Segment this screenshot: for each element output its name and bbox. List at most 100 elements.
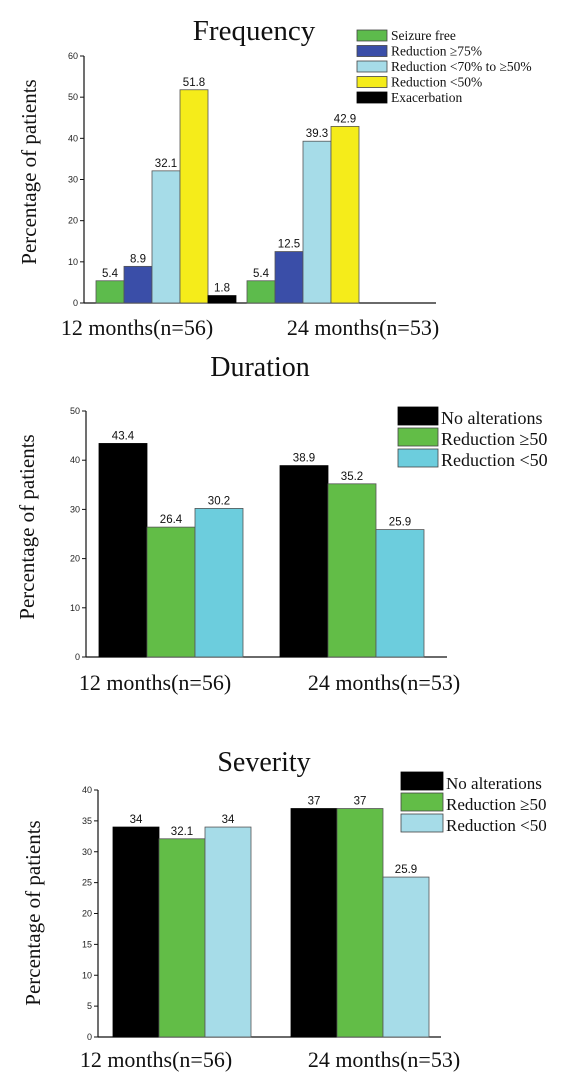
bar-1-1 (336, 808, 384, 1038)
y-tick-label: 10 (68, 257, 78, 267)
y-tick-label: 30 (70, 504, 80, 514)
data-label: 37 (308, 796, 321, 808)
bar-1-2 (375, 529, 425, 658)
category-label: 24 months(n=53) (308, 670, 460, 695)
legend-entry: Reduction <50 (441, 450, 548, 470)
bar-1-0 (279, 465, 329, 658)
bar-1-3 (330, 125, 360, 304)
data-label: 43.4 (112, 430, 135, 442)
bar-1-0 (290, 808, 338, 1038)
bar-1-2 (382, 876, 430, 1038)
data-label: 5.4 (253, 268, 270, 280)
legend-swatch (397, 448, 439, 468)
y-tick-label: 10 (70, 603, 80, 613)
y-tick-label: 50 (68, 92, 78, 102)
legend-entry: Reduction ≥75% (391, 44, 482, 59)
chart-title: Severity (217, 747, 310, 778)
legend-entry: Seizure free (391, 28, 456, 43)
category-label: 12 months(n=56) (80, 1047, 232, 1072)
legend-swatch (397, 427, 439, 447)
bar-0-0 (98, 443, 148, 658)
bar-0-4 (207, 295, 237, 304)
bar-1-2 (302, 140, 332, 304)
data-label: 32.1 (155, 158, 177, 170)
bar-0-1 (146, 526, 196, 658)
y-tick-label: 0 (75, 652, 80, 662)
y-tick-label: 0 (87, 1032, 92, 1042)
legend-entry: Reduction <50 (446, 816, 547, 835)
chart-title: Duration (210, 352, 310, 383)
y-tick-label: 40 (68, 133, 78, 143)
data-label: 32.1 (171, 826, 193, 838)
chart-severity: Severity Percentage of patients 0 5 10 15 20 25… (21, 747, 547, 1072)
data-label: 51.8 (183, 77, 205, 89)
legend-swatch (397, 406, 439, 426)
y-tick-label: 25 (82, 878, 92, 888)
data-label: 34 (130, 814, 143, 826)
bar-0-1 (123, 265, 153, 304)
bar-0-3 (179, 89, 209, 304)
bar-0-0 (95, 280, 125, 304)
category-label: 24 months(n=53) (308, 1047, 460, 1072)
y-tick-label: 35 (82, 816, 92, 826)
legend-entry: Reduction ≥50 (441, 429, 547, 449)
y-tick-label: 50 (70, 406, 80, 416)
y-tick-label: 40 (82, 785, 92, 795)
data-label: 5.4 (102, 268, 119, 280)
data-label: 35.2 (341, 471, 363, 483)
y-tick-label: 60 (68, 51, 78, 61)
y-tick-label: 40 (70, 455, 80, 465)
bar-0-2 (194, 508, 244, 658)
chart-duration: Duration Percentage of patients 0 10 20 30 40 5… (15, 352, 548, 695)
data-label: 30.2 (208, 495, 230, 507)
y-axis-label: Percentage of patients (15, 434, 39, 619)
data-label: 37 (354, 796, 367, 808)
y-axis-label: Percentage of patients (21, 820, 45, 1005)
data-label: 38.9 (293, 453, 315, 465)
chart-frequency: Frequency Percentage of patients 0 10 20 30 40… (17, 15, 532, 340)
y-tick-label: 30 (82, 847, 92, 857)
data-label: 25.9 (389, 517, 411, 529)
legend-swatch (356, 91, 388, 104)
y-tick-label: 10 (82, 970, 92, 980)
bar-1-0 (246, 280, 276, 304)
data-label: 12.5 (278, 239, 300, 251)
y-tick-label: 20 (68, 216, 78, 226)
bar-0-1 (158, 838, 206, 1038)
data-label: 34 (222, 814, 235, 826)
legend-swatch (356, 60, 388, 73)
bar-0-0 (112, 826, 160, 1038)
legend-swatch (356, 45, 388, 57)
legend-entry: No alterations (441, 408, 542, 428)
bar-0-2 (204, 826, 252, 1038)
legend: No alterations Reduction ≥50 Reduction <50 (400, 771, 547, 835)
y-tick-label: 30 (68, 175, 78, 185)
bar-0-2 (151, 170, 181, 304)
legend-swatch (356, 29, 388, 42)
y-tick-label: 20 (70, 554, 80, 564)
data-label: 42.9 (334, 113, 356, 125)
data-label: 8.9 (130, 253, 146, 265)
data-label: 1.8 (214, 283, 230, 295)
data-label: 25.9 (395, 864, 417, 876)
legend-entry: No alterations (446, 774, 542, 793)
category-label: 24 months(n=53) (287, 315, 439, 340)
legend-swatch (400, 813, 444, 833)
legend-entry: Reduction <70% to ≥50% (391, 59, 532, 74)
legend-entry: Exacerbation (391, 90, 462, 105)
bar-1-1 (327, 483, 377, 658)
bar-1-1 (274, 251, 304, 304)
data-label: 39.3 (306, 128, 328, 140)
legend-entry: Reduction <50% (391, 75, 482, 90)
chart-title: Frequency (193, 15, 316, 47)
category-label: 12 months(n=56) (79, 670, 231, 695)
y-tick-label: 0 (73, 298, 78, 308)
legend-swatch (400, 792, 444, 812)
y-tick-label: 15 (82, 939, 92, 949)
y-tick-label: 5 (87, 1001, 92, 1011)
data-label: 26.4 (160, 514, 183, 526)
legend-entry: Reduction ≥50 (446, 795, 546, 814)
y-axis-label: Percentage of patients (17, 79, 41, 264)
